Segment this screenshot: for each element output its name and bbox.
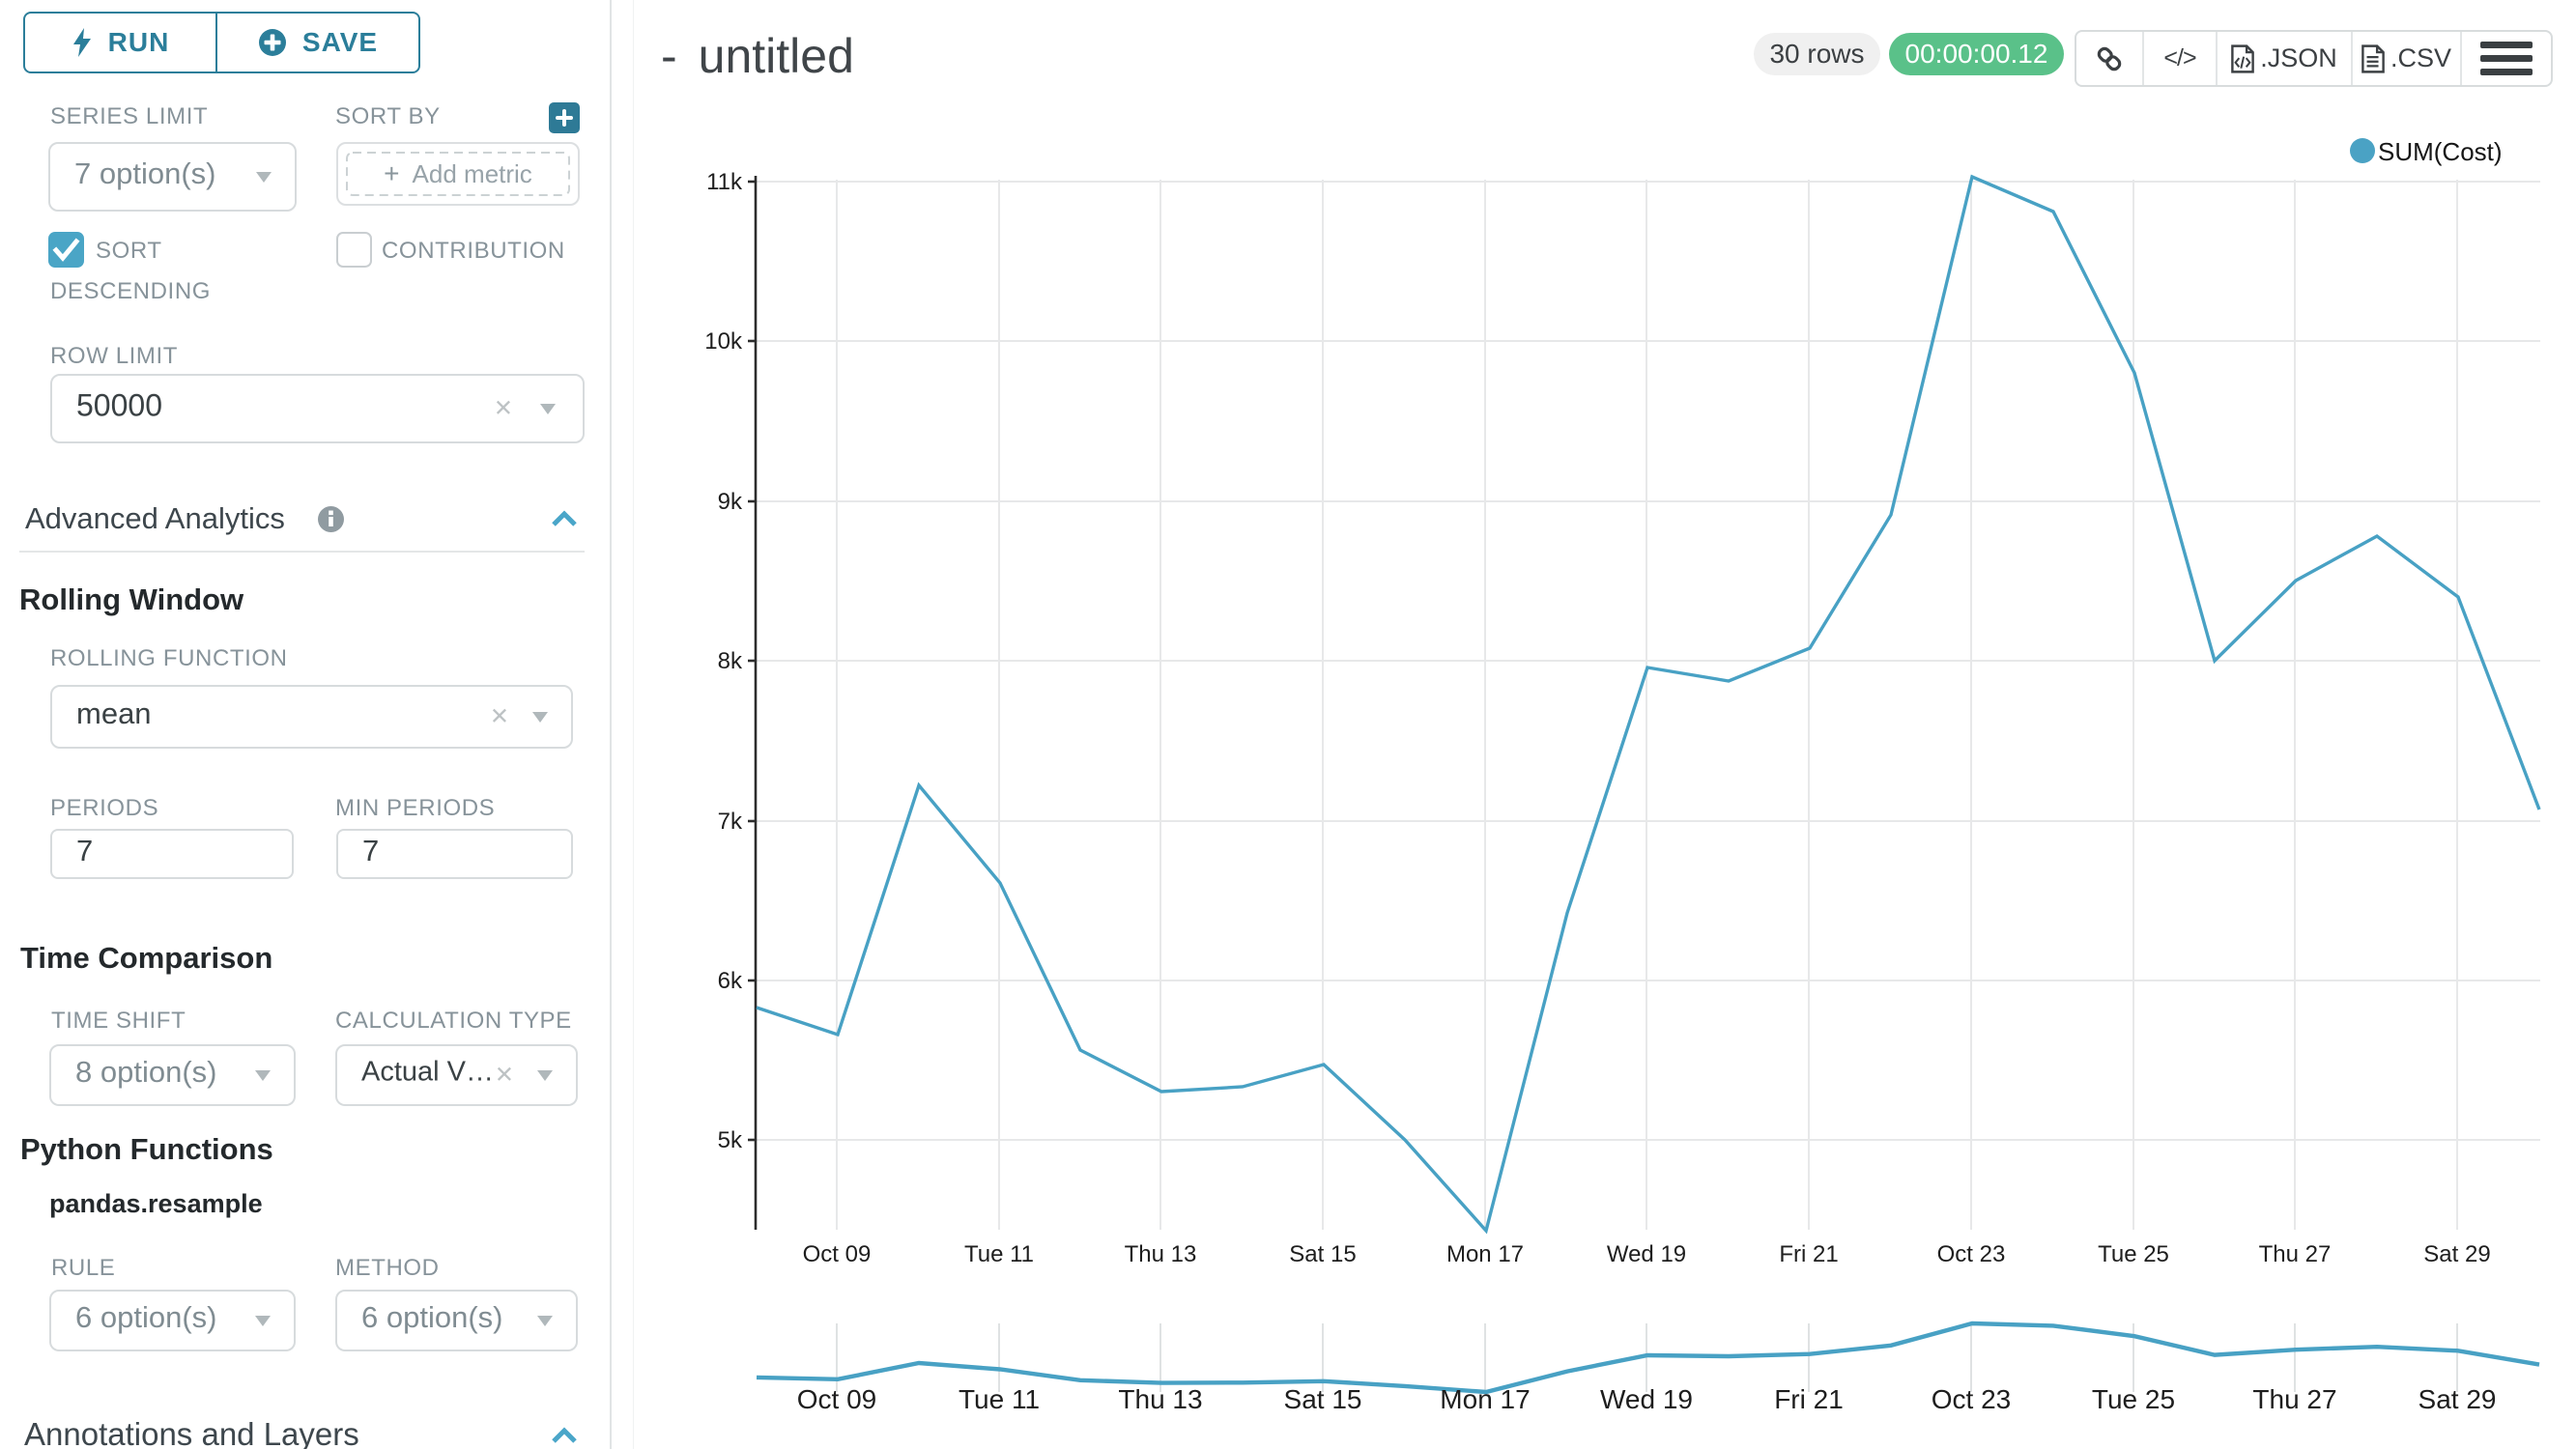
svg-text:Sat 15: Sat 15 <box>1289 1241 1356 1267</box>
svg-text:Tue 25: Tue 25 <box>2092 1384 2175 1414</box>
svg-text:Oct 23: Oct 23 <box>1937 1241 2006 1267</box>
svg-text:Oct 09: Oct 09 <box>797 1384 876 1414</box>
svg-text:Oct 23: Oct 23 <box>1932 1384 2011 1414</box>
svg-text:11k: 11k <box>706 169 743 195</box>
svg-text:Thu 27: Thu 27 <box>2259 1241 2332 1267</box>
svg-text:Oct 09: Oct 09 <box>803 1241 872 1267</box>
svg-text:Tue 25: Tue 25 <box>2098 1241 2169 1267</box>
svg-text:Thu 13: Thu 13 <box>1125 1241 1197 1267</box>
svg-text:Wed 19: Wed 19 <box>1607 1241 1686 1267</box>
svg-text:10k: 10k <box>704 328 743 355</box>
svg-text:SUM(Cost): SUM(Cost) <box>2378 137 2503 166</box>
svg-text:Fri 21: Fri 21 <box>1774 1384 1844 1414</box>
svg-text:Tue 11: Tue 11 <box>959 1384 1040 1414</box>
svg-text:Mon 17: Mon 17 <box>1446 1241 1524 1267</box>
svg-text:5k: 5k <box>718 1127 743 1153</box>
svg-text:Mon 17: Mon 17 <box>1440 1384 1530 1414</box>
svg-text:Sat 15: Sat 15 <box>1284 1384 1362 1414</box>
svg-text:6k: 6k <box>718 968 743 994</box>
svg-text:Thu 13: Thu 13 <box>1118 1384 1202 1414</box>
svg-text:Fri 21: Fri 21 <box>1779 1241 1838 1267</box>
svg-text:Thu 27: Thu 27 <box>2252 1384 2336 1414</box>
svg-text:Wed 19: Wed 19 <box>1600 1384 1693 1414</box>
svg-text:8k: 8k <box>718 648 743 674</box>
svg-text:Tue 11: Tue 11 <box>964 1241 1034 1267</box>
svg-text:Sat 29: Sat 29 <box>2419 1384 2497 1414</box>
svg-text:7k: 7k <box>718 809 743 835</box>
svg-text:Sat 29: Sat 29 <box>2423 1241 2490 1267</box>
svg-text:9k: 9k <box>718 489 743 515</box>
